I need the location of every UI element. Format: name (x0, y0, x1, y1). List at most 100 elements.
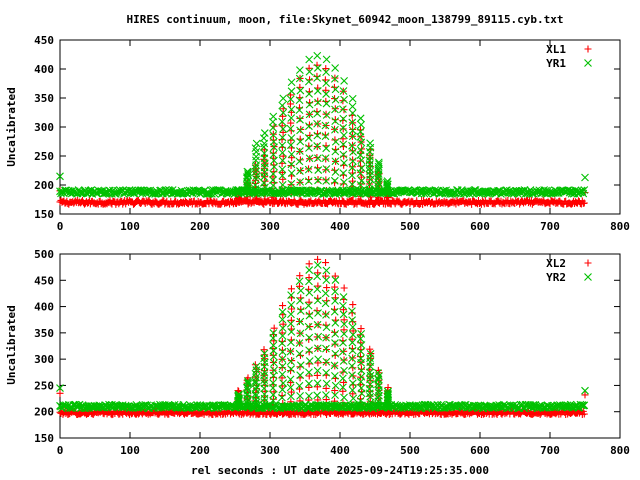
top-panel-yr1-point (305, 188, 314, 196)
bottom-panel-yr2-point (278, 355, 287, 363)
top-panel-yr1-point (260, 179, 268, 187)
top-panel-y-tick-label: 150 (34, 208, 54, 221)
bottom-panel-xl2-point (314, 359, 322, 367)
bottom-panel-yr2-point (260, 379, 269, 388)
bottom-panel-xl2-point (306, 323, 314, 331)
top-panel-yr1-point (296, 167, 304, 175)
bottom-panel-yr2-point (296, 317, 305, 326)
top-panel-yr1-point (357, 164, 366, 172)
top-panel-yr1-point (269, 112, 278, 121)
bottom-panel-xl2-point (279, 302, 287, 310)
bottom-panel-yr2-point (322, 357, 331, 366)
top-panel-xl1-point (296, 114, 304, 122)
top-panel-yr1-point (348, 118, 357, 127)
bottom-panel-xl2-point (260, 367, 268, 375)
bottom-panel-yr2-point (305, 357, 314, 365)
top-panel-xl1-point (330, 83, 338, 91)
top-panel-yr1-point (313, 74, 322, 82)
top-panel-yr1-point (322, 144, 331, 153)
bottom-panel-yr2-point (278, 324, 287, 332)
bottom-panel-yr2-point (269, 379, 277, 387)
bottom-panel-yr2-point (338, 347, 347, 356)
top-panel-yr1-point (348, 94, 357, 103)
bottom-panel-yr2-point (286, 347, 295, 356)
bottom-panel-x-tick-label: 0 (57, 444, 64, 457)
bottom-panel-yr2-point (348, 379, 357, 388)
bottom-panel-yr2-point (260, 390, 269, 399)
bottom-panel-xl2-point (305, 274, 313, 282)
bottom-panel-yr2-point (260, 349, 269, 358)
bottom-panel-yr2-point (366, 349, 375, 358)
top-panel-yr1-point (295, 66, 304, 74)
top-panel-x-tick-label: 100 (120, 220, 140, 233)
bottom-panel-yr2-point (322, 379, 331, 388)
top-panel-yr1-point (338, 105, 347, 114)
bottom-panel-y-tick-label: 350 (34, 327, 54, 340)
bottom-panel-xl2-point (56, 389, 64, 397)
top-panel-yr1-point (581, 173, 589, 182)
bottom-panel-yr2-point (287, 392, 295, 401)
bottom-panel-xl2-point (322, 396, 330, 404)
bottom-panel-yr2-point (278, 347, 287, 356)
bottom-panel-yr2-point (357, 366, 366, 375)
top-panel-xl1-point (331, 116, 339, 124)
bottom-panel-yr2-point (322, 266, 331, 275)
bottom-panel-yr2-point (295, 339, 304, 348)
top-panel-yr1-point (322, 68, 330, 76)
top-panel-yr1-point (269, 188, 278, 197)
bottom-panel-legend-symbol (584, 259, 592, 267)
bottom-panel-x-tick-label: 300 (260, 444, 280, 457)
bottom-panel-yr2-point (340, 330, 348, 338)
top-panel-yr1-point (251, 144, 260, 152)
bottom-panel-yr2-point (313, 344, 322, 353)
top-panel-xl1-point (287, 162, 295, 170)
top-panel-xl1-point (279, 128, 287, 136)
bottom-panel-yr2-point (305, 288, 314, 297)
bottom-panel-xl2-point (305, 383, 313, 391)
bottom-panel-yr2-point (339, 301, 347, 310)
bottom-panel-yr2-point (474, 401, 483, 410)
bottom-panel-yr2-point (313, 402, 321, 411)
bottom-panel-yr2-point (331, 402, 340, 410)
top-panel-yr1-point (243, 167, 252, 176)
top-panel-yr1-point (322, 55, 331, 64)
bottom-panel-yr2-point (357, 372, 366, 381)
bottom-panel-yr2-point (313, 320, 322, 329)
bottom-panel-yr2-point (374, 388, 383, 397)
top-panel-yr1-point (340, 178, 348, 187)
bottom-panel-yr2-point (355, 401, 363, 410)
top-panel-y-tick-label: 200 (34, 179, 54, 192)
bottom-panel-yr2-point (287, 365, 296, 373)
bottom-panel-yr2-point (375, 381, 383, 390)
bottom-panel-yr2-point (313, 296, 322, 305)
bottom-panel-xl2-point (323, 284, 331, 292)
top-panel-yr1-point (366, 139, 374, 148)
top-panel-y-tick-label: 250 (34, 150, 54, 163)
bottom-panel-xl2-point (349, 301, 357, 309)
bottom-panel-yr2-point (348, 316, 357, 325)
top-panel-yr1-point (278, 187, 287, 196)
top-panel-xl1-point (322, 86, 330, 94)
top-panel-yr1-point (331, 85, 340, 94)
top-panel-x-tick-label: 500 (400, 220, 420, 233)
top-panel-xl1-point (331, 197, 339, 205)
top-panel-yr1-point (322, 111, 331, 119)
top-panel-series-xl1 (56, 61, 589, 208)
top-panel-x-tick-label: 0 (57, 220, 64, 233)
bottom-panel-yr2-point (287, 310, 295, 319)
top-panel-yr1-point (348, 171, 356, 180)
top-panel-yr1-point (305, 110, 314, 119)
bottom-panel-xl2-point (269, 366, 277, 374)
bottom-panel-yr2-point (269, 396, 278, 405)
top-panel-yr1-point (348, 109, 357, 117)
bottom-panel-yr2-point (243, 390, 252, 398)
bottom-panel-yr2-point (322, 391, 330, 399)
top-panel-yr1-point (152, 189, 160, 198)
bottom-panel-xl2-point (357, 365, 365, 373)
top-panel-xl1-point (322, 65, 330, 73)
bottom-panel-xl2-point (339, 306, 347, 314)
bottom-panel-yr2-point (348, 386, 357, 395)
top-panel-yr1-point (313, 109, 322, 118)
bottom-panel-yr2-point (270, 359, 278, 367)
top-panel-yr1-point (251, 164, 260, 173)
